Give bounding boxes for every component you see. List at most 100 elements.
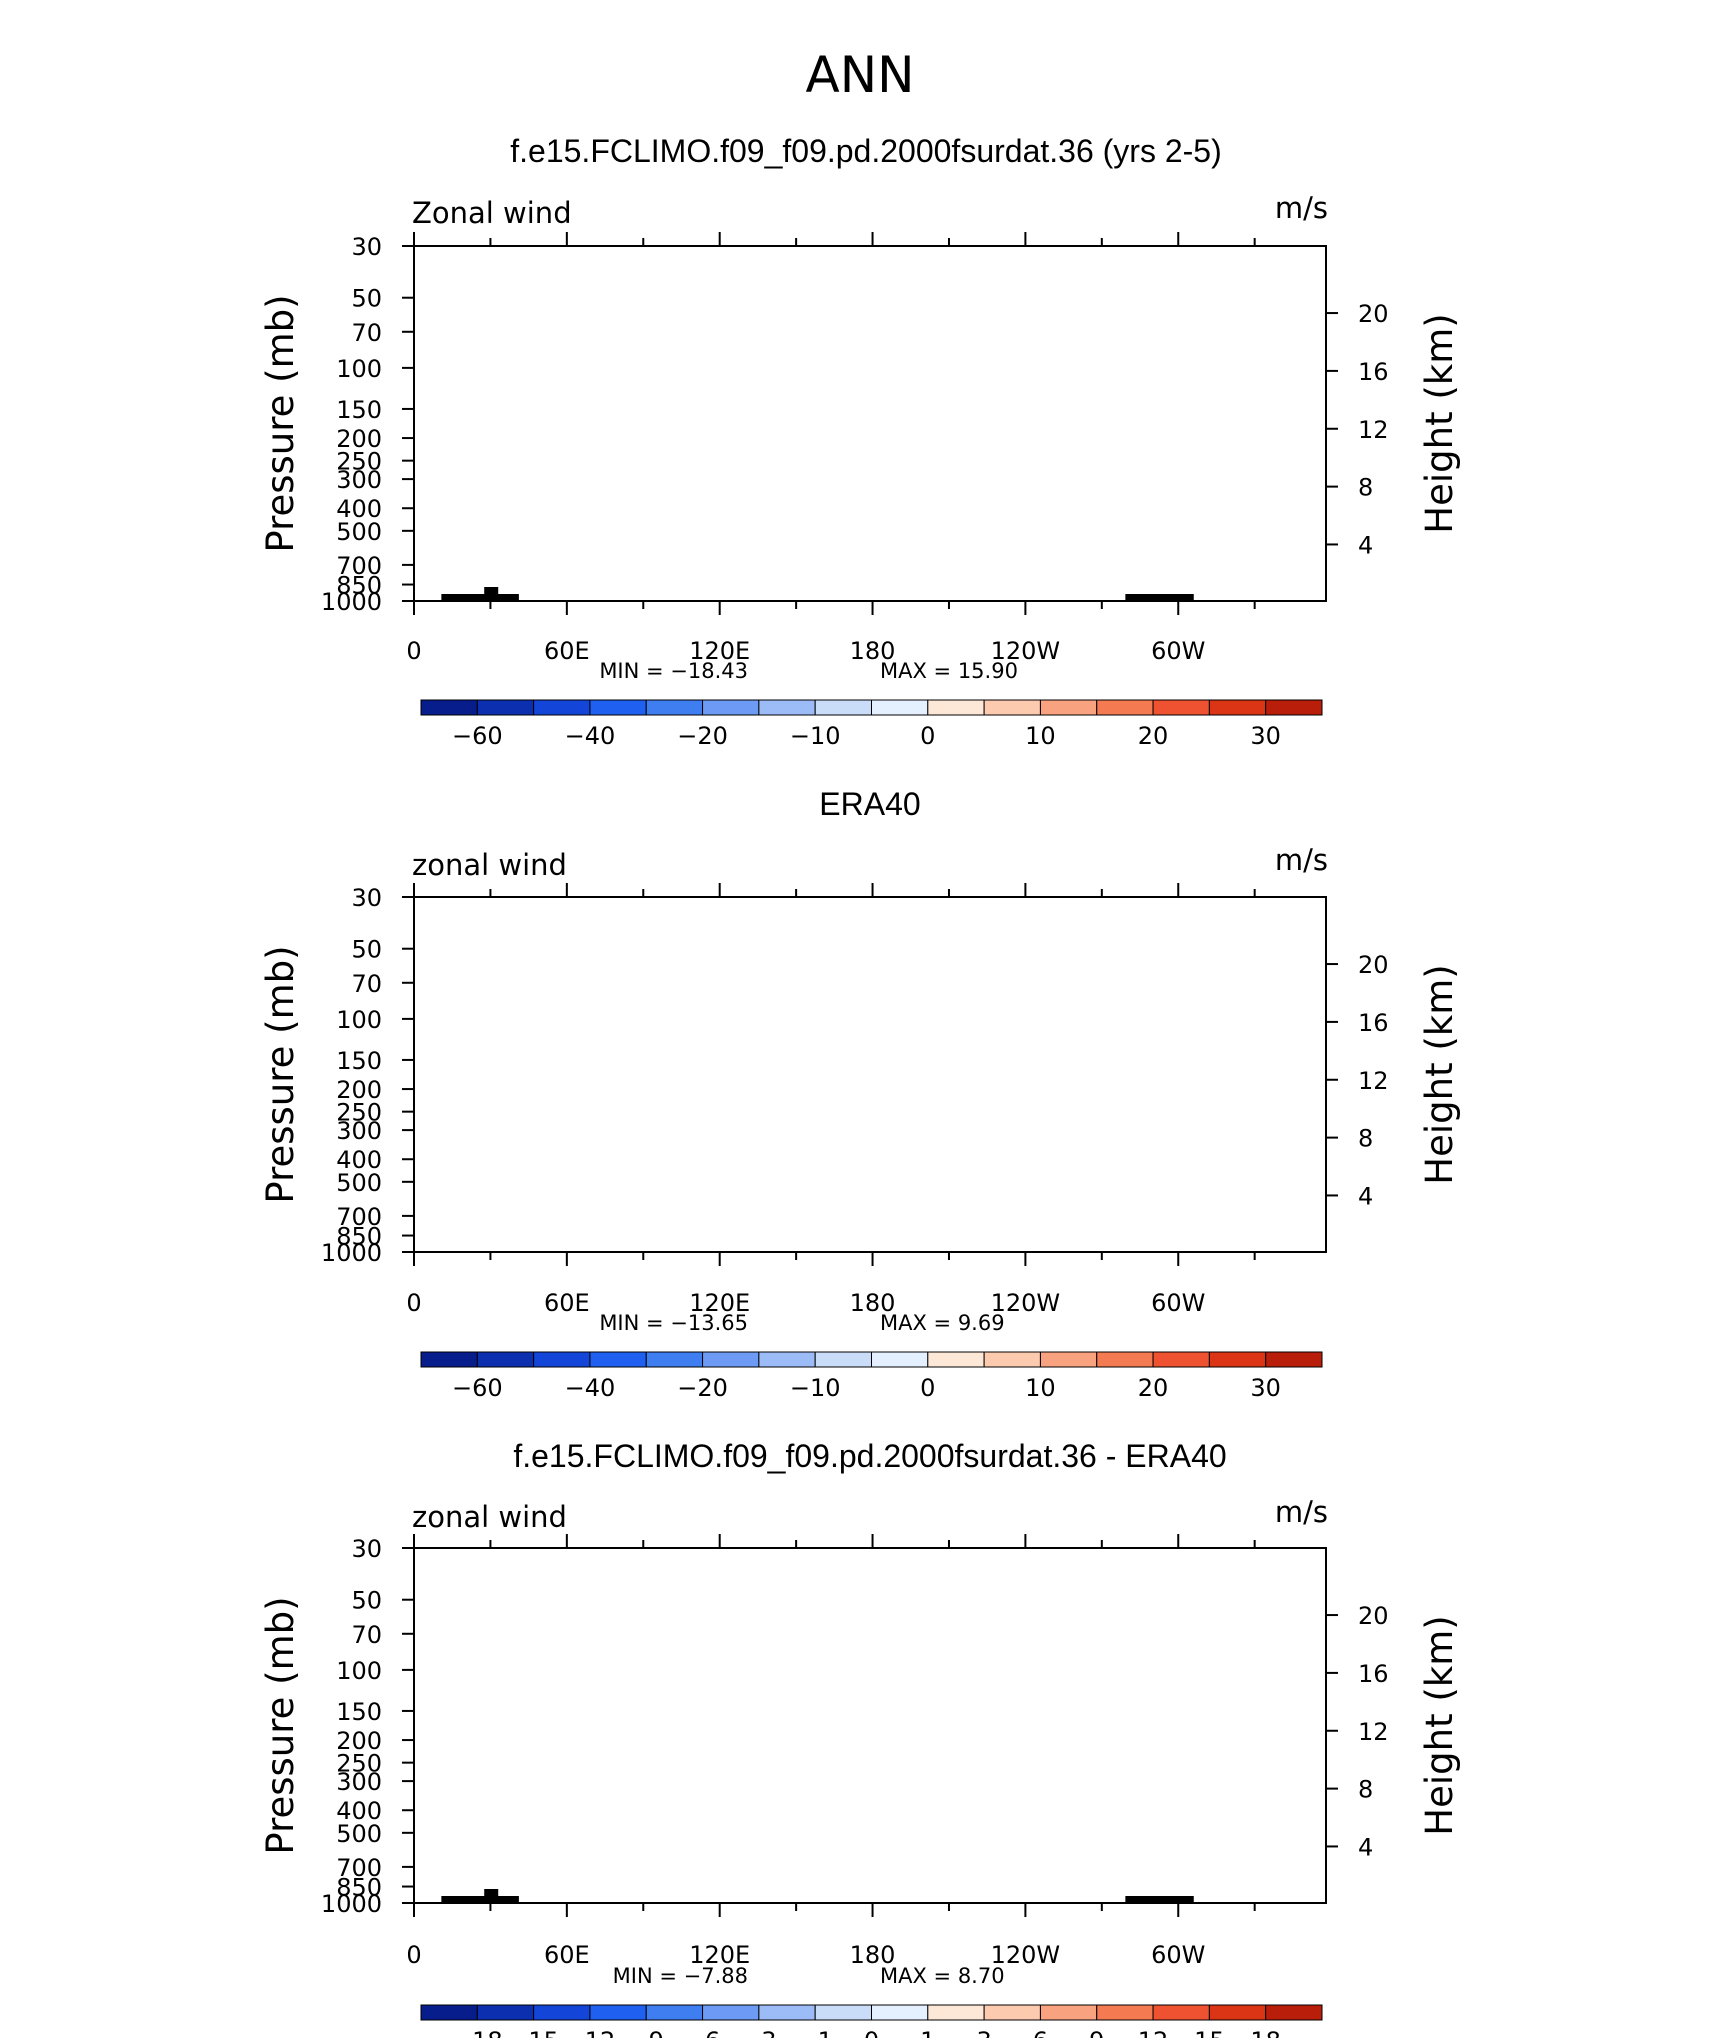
y-tick-label: 700 xyxy=(336,552,382,580)
colorbar-label: 3 xyxy=(976,2027,991,2038)
y2-tick-label: 20 xyxy=(1358,1602,1389,1630)
colorbar-segment xyxy=(758,2004,816,2021)
y2-tick-label: 20 xyxy=(1358,951,1389,979)
y2-axis-title: Height (km) xyxy=(1418,313,1461,533)
x-tick-label: 120E xyxy=(689,1289,750,1317)
panel-title: ERA40 xyxy=(819,786,920,822)
colorbar-segment xyxy=(702,1351,760,1368)
y-axis-title: Pressure (mb) xyxy=(259,1596,302,1854)
colorbar-segment xyxy=(1208,2004,1267,2021)
contour-region xyxy=(902,362,1280,428)
colorbar-label: 18 xyxy=(1250,2027,1281,2038)
y-tick-label: 70 xyxy=(351,319,382,347)
panel-model: f.e15.FCLIMO.f09_f09.pd.2000fsurdat.36 (… xyxy=(259,133,1461,750)
colorbar-label: 15 xyxy=(1194,2027,1225,2038)
colorbar-segment xyxy=(1208,1351,1267,1368)
contour-region xyxy=(856,347,1293,455)
topography-mask xyxy=(1125,1896,1194,1903)
colorbar-label: 20 xyxy=(1138,722,1169,750)
colorbar-label: −60 xyxy=(452,1374,503,1402)
contour-region xyxy=(414,1560,1326,1690)
contour-region xyxy=(870,972,1315,1161)
contour-region xyxy=(523,1717,1189,1879)
colorbar-segment xyxy=(983,1351,1041,1368)
x-tick-label: 120W xyxy=(991,637,1061,665)
max-label: MAX = 8.70 xyxy=(880,1964,1005,1988)
colorbar-segment xyxy=(1096,1351,1154,1368)
y-tick-label: 850 xyxy=(336,572,382,600)
colorbar-label: −40 xyxy=(565,1374,616,1402)
colorbar: −60 −40 −20 −10 0 10 20 30 xyxy=(420,699,1323,750)
colorbar-label: 20 xyxy=(1138,1374,1169,1402)
y-axis-title: Pressure (mb) xyxy=(259,294,302,552)
contour-region xyxy=(505,1855,751,1881)
y-tick-label: 100 xyxy=(336,355,382,383)
colorbar-label: −10 xyxy=(790,1374,841,1402)
y-axis-title: Pressure (mb) xyxy=(259,945,302,1203)
y-tick-label: 250 xyxy=(336,448,382,476)
y2-tick-label: 4 xyxy=(1358,1182,1373,1210)
contour-region xyxy=(1162,1690,1253,1710)
colorbar-segment xyxy=(645,2004,704,2021)
x-tick-label: 180 xyxy=(850,1289,896,1317)
y2-tick-label: 4 xyxy=(1358,531,1373,559)
x-tick-label: 0 xyxy=(406,1941,421,1969)
y-tick-label: 850 xyxy=(336,1874,382,1902)
colorbar-segment xyxy=(927,1351,985,1368)
colorbar-segment xyxy=(1265,1351,1323,1368)
y-tick-label: 300 xyxy=(336,1768,382,1796)
y-tick-label: 700 xyxy=(336,1203,382,1231)
contour-region xyxy=(514,480,662,594)
max-label: MAX = 15.90 xyxy=(880,659,1018,683)
topography-mask xyxy=(484,587,499,601)
contour-region xyxy=(1253,583,1326,601)
colorbar-segment xyxy=(589,699,647,716)
contour-region xyxy=(414,1548,1326,1903)
y-tick-label: 150 xyxy=(336,396,382,424)
colorbar-label: 12 xyxy=(1138,2027,1169,2038)
colorbar-segment xyxy=(927,2004,985,2021)
contour-region xyxy=(414,1654,1326,1796)
units-label: m/s xyxy=(1275,1495,1328,1529)
x-tick-label: 120E xyxy=(689,1941,750,1969)
panel-title: f.e15.FCLIMO.f09_f09.pd.2000fsurdat.36 -… xyxy=(513,1438,1226,1474)
colorbar-segment xyxy=(702,2004,760,2021)
colorbar-label: 0 xyxy=(920,722,935,750)
panel-title: f.e15.FCLIMO.f09_f09.pd.2000fsurdat.36 (… xyxy=(510,133,1221,169)
y2-tick-label: 12 xyxy=(1358,1067,1389,1095)
contour-region xyxy=(797,330,1318,516)
y-tick-label: 200 xyxy=(336,425,382,453)
contour-region xyxy=(414,897,1326,929)
contour-region xyxy=(1198,1883,1326,1903)
contour-region xyxy=(414,349,533,388)
colorbar-segment xyxy=(533,1351,591,1368)
colorbar: −60 −40 −20 −10 0 10 20 30 xyxy=(420,1351,1323,1402)
colorbar-segment xyxy=(1039,1351,1098,1368)
colorbar-segment xyxy=(1039,2004,1098,2021)
min-label: MIN = −7.88 xyxy=(613,1964,748,1988)
contour-region xyxy=(414,1667,1282,1761)
max-label: MAX = 9.69 xyxy=(880,1311,1005,1335)
x-tick-label: 60E xyxy=(544,1289,590,1317)
colorbar-segment xyxy=(1039,699,1098,716)
x-tick-label: 0 xyxy=(406,1289,421,1317)
y2-tick-label: 12 xyxy=(1358,1718,1389,1746)
y-tick-label: 100 xyxy=(336,1657,382,1685)
y-tick-label: 700 xyxy=(336,1854,382,1882)
y-tick-label: 150 xyxy=(336,1698,382,1726)
colorbar-segment xyxy=(420,699,478,716)
contour-region xyxy=(569,1018,748,1097)
y2-tick-label: 4 xyxy=(1358,1833,1373,1861)
colorbar-segment xyxy=(1096,699,1154,716)
field-label: zonal wind xyxy=(412,1500,567,1534)
x-tick-label: 120W xyxy=(991,1289,1061,1317)
colorbar-segment xyxy=(702,699,760,716)
colorbar-segment xyxy=(1265,2004,1323,2021)
contour-region xyxy=(441,1012,805,1181)
contour-region xyxy=(423,1684,1271,1716)
colorbar-label: 0 xyxy=(920,1374,935,1402)
colorbar-label: 30 xyxy=(1250,1374,1281,1402)
colorbar-segment xyxy=(476,2004,535,2021)
